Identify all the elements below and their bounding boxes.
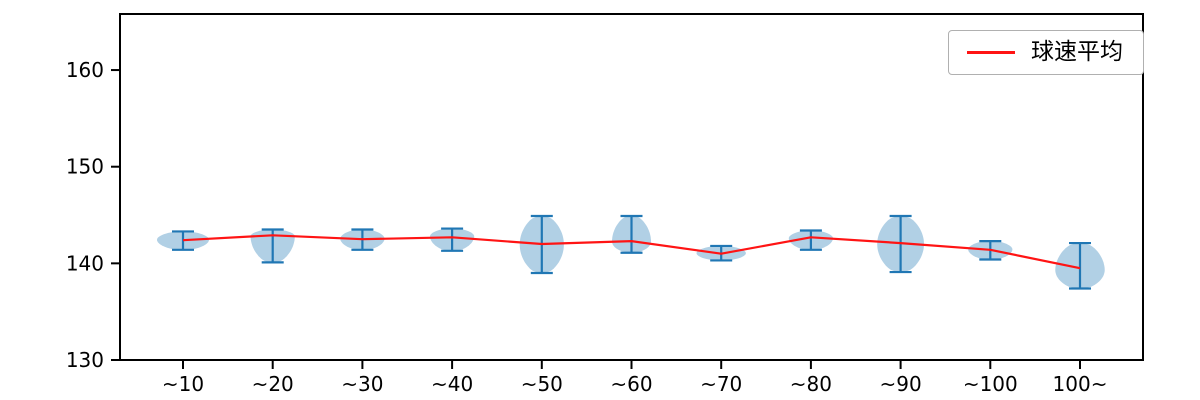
x-tick-label: ~50 — [521, 372, 563, 396]
legend-label: 球速平均 — [1031, 39, 1123, 65]
x-tick-label: ~30 — [341, 372, 383, 396]
x-tick-label: ~20 — [252, 372, 294, 396]
x-tick-label: ~60 — [610, 372, 652, 396]
x-tick-label: ~100 — [963, 372, 1018, 396]
y-tick-label: 130 — [66, 348, 104, 372]
legend: 球速平均 — [948, 30, 1144, 75]
x-tick-label: ~90 — [879, 372, 921, 396]
y-tick-label: 140 — [66, 251, 104, 275]
x-axis: ~10 ~20 ~30 ~40 ~50 ~60 ~70 ~80 ~90 ~100 100~ — [162, 360, 1108, 396]
legend-line-sample — [967, 51, 1015, 54]
x-tick-label: ~10 — [162, 372, 204, 396]
mean-speed-line — [182, 234, 1081, 270]
x-tick-label: ~80 — [790, 372, 832, 396]
violin-range-bars — [172, 214, 1091, 290]
x-tick-label: 100~ — [1053, 372, 1108, 396]
x-tick-label: ~40 — [431, 372, 473, 396]
y-axis: 130 140 150 160 — [66, 58, 120, 372]
x-tick-label: ~70 — [700, 372, 742, 396]
y-tick-label: 150 — [66, 155, 104, 179]
y-tick-label: 160 — [66, 58, 104, 82]
